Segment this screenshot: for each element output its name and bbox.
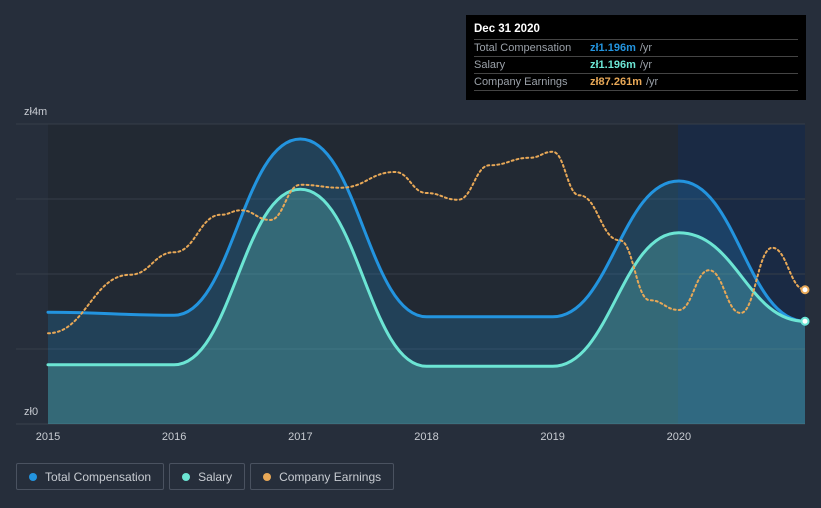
tooltip-unit: /yr xyxy=(639,42,653,54)
data-point[interactable] xyxy=(800,316,810,326)
legend-company-earnings[interactable]: Company Earnings xyxy=(250,463,395,490)
x-tick-label: 2020 xyxy=(666,431,692,443)
legend-salary[interactable]: Salary xyxy=(169,463,246,490)
x-tick-label: 2016 xyxy=(161,431,187,443)
legend-dot-icon xyxy=(29,472,37,481)
legend-dot-icon xyxy=(263,472,272,481)
tooltip-row: Company Earnings zł87.261m/yr xyxy=(474,74,798,91)
y-tick-label: zł4m xyxy=(24,106,48,118)
tooltip-unit: /yr xyxy=(645,76,659,88)
tooltip-unit: /yr xyxy=(639,59,653,71)
tooltip-row: Total Compensation zł1.196m/yr xyxy=(474,40,798,57)
tooltip-row: Salary zł1.196m/yr xyxy=(474,57,798,74)
legend-label: Company Earnings xyxy=(279,469,382,484)
tooltip-label: Salary xyxy=(474,59,506,71)
tooltip-label: Company Earnings xyxy=(474,76,568,88)
tooltip: Dec 31 2020 Total Compensation zł1.196m/y… xyxy=(466,15,806,100)
legend-label: Salary xyxy=(198,469,233,484)
series-line-salary xyxy=(46,187,807,368)
x-tick-label: 2018 xyxy=(414,431,439,443)
series-area xyxy=(48,139,805,424)
tooltip-value: zł87.261m xyxy=(590,76,642,88)
x-tick-label: 2015 xyxy=(35,431,61,443)
tooltip-value: zł1.196m xyxy=(590,59,636,71)
legend-label: Total Compensation xyxy=(45,469,152,484)
series-area xyxy=(48,189,805,424)
series-line-total-compensation xyxy=(46,137,807,323)
tooltip-date: Dec 31 2020 xyxy=(474,23,798,40)
series-line-company-earnings xyxy=(47,150,806,335)
tooltip-value: zł1.196m xyxy=(590,42,636,54)
y-tick-label: zł0 xyxy=(24,406,39,418)
data-point[interactable] xyxy=(800,285,810,295)
legend-total-compensation[interactable]: Total Compensation xyxy=(16,463,165,490)
legend-dot-icon xyxy=(182,472,191,481)
x-tick-label: 2019 xyxy=(540,431,565,443)
legend: Total Compensation Salary Company Earnin… xyxy=(16,463,395,490)
tooltip-label: Total Compensation xyxy=(474,42,572,54)
x-tick-label: 2017 xyxy=(288,431,313,443)
